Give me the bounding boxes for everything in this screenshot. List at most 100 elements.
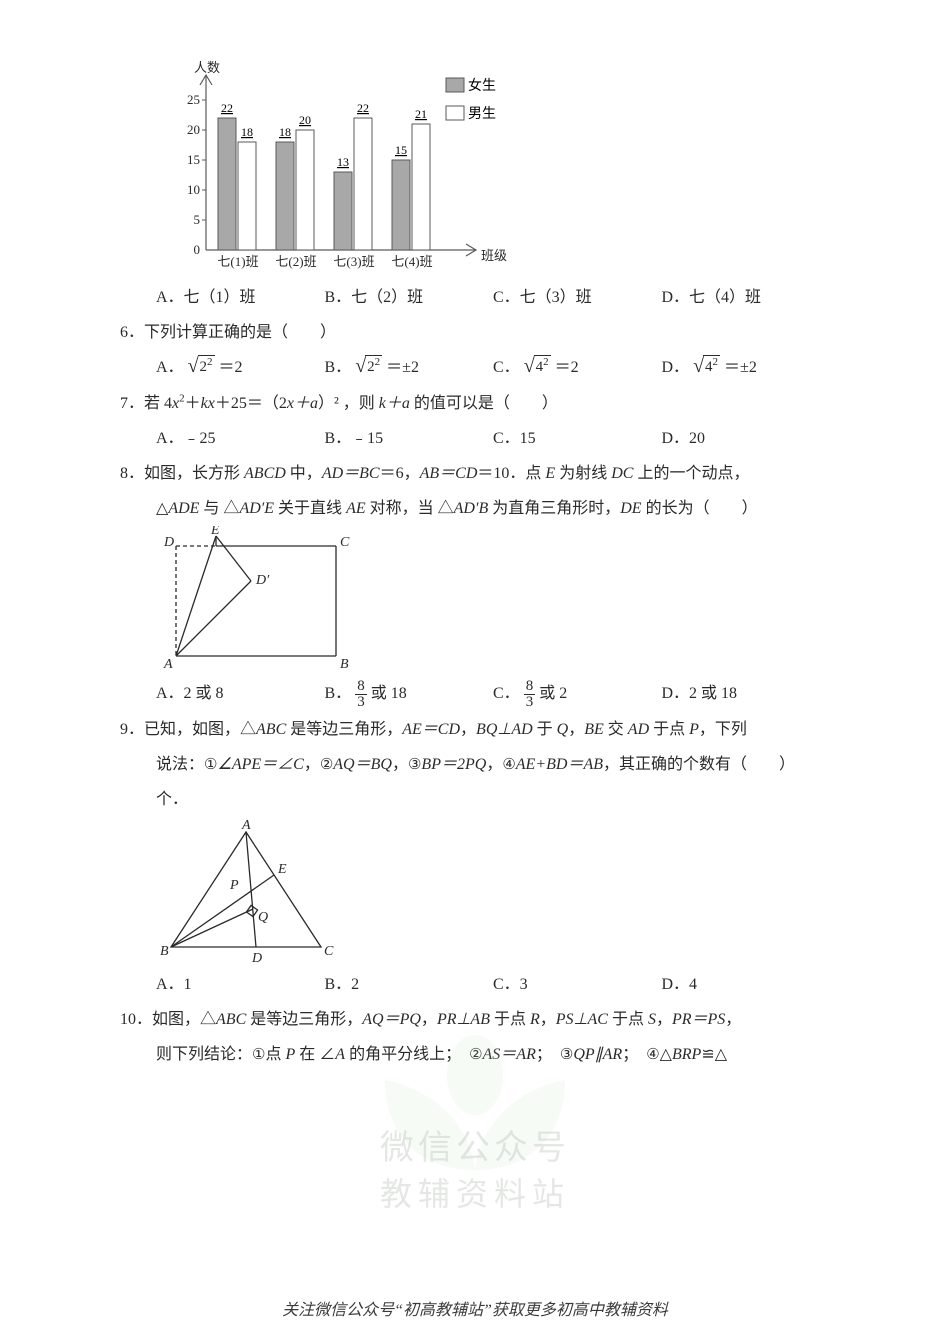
q8s1c: 中， <box>286 465 322 482</box>
q7-options: A．﹣25 B．﹣15 C．15 D．20 <box>120 421 830 456</box>
q8b-pre: B． <box>325 685 352 702</box>
q7-pre: 7．若 4 <box>120 395 172 412</box>
q8s2e: 关于直线 <box>274 500 346 517</box>
q10c3: ③ <box>560 1039 573 1072</box>
q9-lbl-Q: Q <box>258 910 268 925</box>
q8s2f: AE <box>346 500 366 517</box>
q6d-label: D． <box>662 359 690 376</box>
q8-opt-b: B． 83 或 18 <box>325 676 494 711</box>
q9s2e: ， <box>392 756 408 773</box>
q7-opt-a: A．﹣25 <box>156 421 325 456</box>
q7-xa: x＋a <box>287 395 318 412</box>
q10s1b: ABC <box>216 1011 246 1028</box>
q8s2h: AD′B <box>454 500 489 517</box>
q6d-base: 4 <box>705 359 713 375</box>
legend-swatch-girls <box>446 78 464 92</box>
q7-m1: ＋ <box>185 395 201 412</box>
val-c1-b: 18 <box>241 125 253 139</box>
q5-chart: 0 5 10 15 20 25 人数 班级 22 18 <box>120 60 830 280</box>
q6a-exp: 2 <box>207 356 213 368</box>
q8s1d: AD＝BC <box>322 465 380 482</box>
q9s2d: AQ＝BQ <box>333 756 392 773</box>
q6b-rhs: ＝±2 <box>386 359 419 376</box>
q8s2k: 的长为（ ） <box>642 500 758 517</box>
q8-figure: D E C D′ A B <box>120 526 830 676</box>
q9c3: ③ <box>408 749 421 782</box>
ytick-5: 5 <box>194 212 201 227</box>
q8b-post: 或 18 <box>371 685 407 702</box>
q8c-d: 3 <box>524 695 536 710</box>
q8-lbl-B: B <box>340 657 349 672</box>
q6a-rhs: ＝2 <box>219 359 243 376</box>
q9s1a: 9．已知，如图，△ <box>120 721 256 738</box>
q7-kx: kx <box>201 395 215 412</box>
q8b-d: 3 <box>355 695 367 710</box>
q6c-label: C． <box>493 359 520 376</box>
q6b-base: 2 <box>367 359 375 375</box>
q6c-exp: 2 <box>543 356 549 368</box>
q9c2: ② <box>320 749 333 782</box>
q5-opt-b: B．七（2）班 <box>325 280 494 315</box>
q9s1k: 交 <box>604 721 628 738</box>
ytick-0: 0 <box>194 242 201 257</box>
q10s2k: ≌△ <box>701 1046 727 1063</box>
q6-opt-d: D． √42 ＝±2 <box>662 350 831 385</box>
page-footer: 关注微信公众号“初高教辅站”获取更多初高中教辅资料 <box>0 1296 950 1320</box>
q10s2ca: A <box>335 1046 345 1063</box>
q7-ka: k＋a <box>379 395 410 412</box>
q10s2bp: P <box>285 1046 295 1063</box>
val-c4-b: 21 <box>415 107 427 121</box>
q6c-rhs: ＝2 <box>555 359 579 376</box>
ytick-15: 15 <box>187 152 200 167</box>
q9-lbl-C: C <box>324 944 334 959</box>
q8s2j: DE <box>620 500 641 517</box>
q9s1n: P <box>689 721 699 738</box>
bar-c4-boys <box>412 124 430 250</box>
q9s1o: ，下列 <box>699 721 747 738</box>
q10s1k: 于点 <box>608 1011 648 1028</box>
legend-boys: 男生 <box>468 106 496 122</box>
ytick-25: 25 <box>187 92 200 107</box>
q9-stem3: 个． <box>120 782 830 817</box>
q8s2d: AD′E <box>239 500 274 517</box>
val-c3-b: 22 <box>357 101 369 115</box>
q7-stem: 7．若 4x2＋kx＋25＝（2x＋a）² ，则 k＋a 的值可以是（ ） <box>120 386 830 421</box>
watermark-line1: 微信公众号 <box>380 1120 570 1169</box>
q9s2g: ， <box>486 756 502 773</box>
q5-opt-d: D．七（4）班 <box>662 280 831 315</box>
bar-c3-girls <box>334 172 352 250</box>
q9-opt-b: B．2 <box>325 967 494 1002</box>
legend-girls: 女生 <box>468 77 496 94</box>
q10s2e: AS＝AR <box>483 1046 536 1063</box>
q9s2i: ，其正确的个数有（ ） <box>603 756 795 773</box>
q10s1d: AQ＝PQ <box>362 1011 421 1028</box>
q9-lbl-P: P <box>229 878 239 893</box>
q10c1: ① <box>252 1039 265 1072</box>
q10s1n: PR＝PS <box>672 1011 725 1028</box>
q10c4: ④ <box>646 1039 659 1072</box>
q8s1g: ＝10．点 <box>477 465 545 482</box>
q10s2f: ； <box>536 1046 560 1063</box>
ytick-20: 20 <box>187 122 200 137</box>
val-c1-g: 22 <box>221 101 233 115</box>
cat-3: 七(3)班 <box>333 254 374 269</box>
q6-opt-a: A． √22 ＝2 <box>156 350 325 385</box>
q8s1h: E <box>545 465 555 482</box>
q8-lbl-E: E <box>210 526 220 538</box>
q10-stem2: 则下列结论：①点 P 在 ∠A 的角平分线上； ②AS＝AR； ③QP∥AR； … <box>120 1037 830 1072</box>
q10s1h: R <box>530 1011 540 1028</box>
q9s1d: AE＝CD <box>402 721 460 738</box>
val-c2-b: 20 <box>299 113 311 127</box>
q7-post: ）² ，则 <box>318 395 379 412</box>
q9s1m: 于点 <box>649 721 689 738</box>
q9s2b: ∠APE＝∠C <box>217 756 303 773</box>
q7-tail: 的值可以是（ ） <box>410 395 558 412</box>
q10s1j: PS⊥AC <box>556 1011 608 1028</box>
x-axis-label: 班级 <box>481 248 507 263</box>
q9-opt-c: C．3 <box>493 967 662 1002</box>
q9s1l: AD <box>628 721 649 738</box>
q8-opt-d: D．2 或 18 <box>662 676 831 711</box>
q9s2c: ， <box>304 756 320 773</box>
q10s2h: ； <box>622 1046 646 1063</box>
q8s1a: 8．如图，长方形 <box>120 465 244 482</box>
